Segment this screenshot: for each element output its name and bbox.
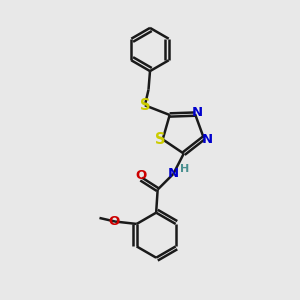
Text: N: N bbox=[192, 106, 203, 119]
Text: O: O bbox=[135, 169, 146, 182]
Text: S: S bbox=[155, 132, 166, 147]
Text: S: S bbox=[140, 98, 150, 113]
Text: N: N bbox=[202, 133, 213, 146]
Text: O: O bbox=[109, 215, 120, 228]
Text: N: N bbox=[168, 167, 179, 181]
Text: H: H bbox=[180, 164, 189, 175]
